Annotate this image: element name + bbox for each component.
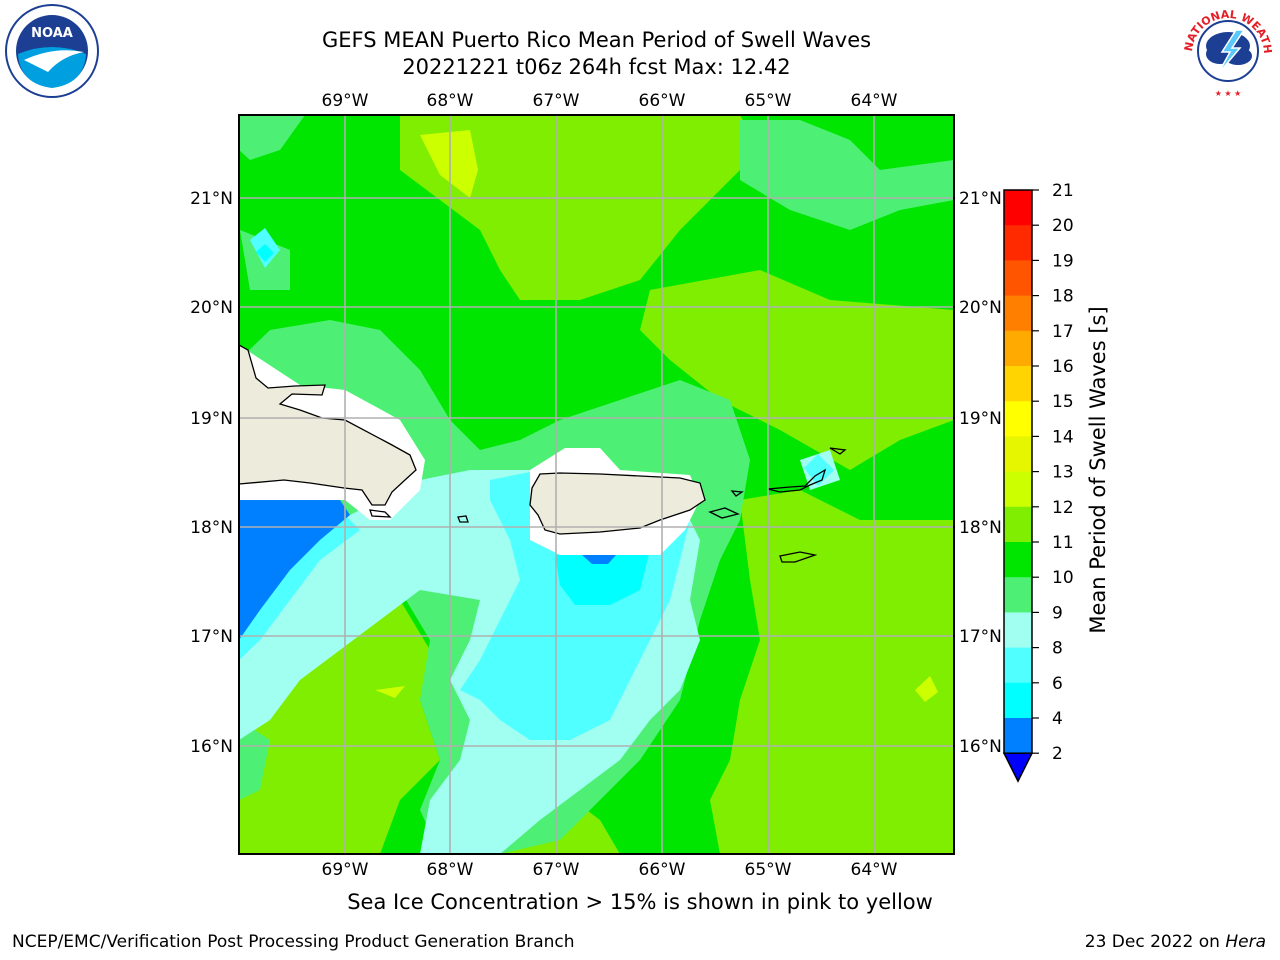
- lon-label: 67°W: [533, 860, 580, 880]
- colorbar-tick-label: 10: [1052, 568, 1074, 588]
- lat-label: 20°N: [959, 298, 1002, 318]
- colorbar-segment: [1004, 506, 1032, 543]
- colorbar-segment: [1004, 577, 1032, 613]
- colorbar-tick-label: 14: [1052, 427, 1074, 447]
- colorbar-tick-label: 6: [1052, 674, 1063, 694]
- field-12-13-regions: [375, 130, 938, 702]
- small-islands: [369, 447, 847, 563]
- lat-label: 17°N: [959, 627, 1002, 647]
- colorbar-segment: [1004, 682, 1032, 719]
- lon-labels-bottom: 69°W 68°W 67°W 66°W 65°W 64°W: [322, 860, 898, 880]
- colorbar-tick-label: 21: [1052, 181, 1074, 201]
- lon-label: 68°W: [427, 91, 474, 111]
- colorbar-tick-label: 11: [1052, 533, 1074, 553]
- lat-label: 19°N: [190, 409, 233, 429]
- map-frame: [238, 114, 955, 855]
- lat-labels-right: 21°N 20°N 19°N 18°N 17°N 16°N: [959, 189, 1002, 757]
- colorbar-segment: [1004, 366, 1032, 402]
- lat-label: 17°N: [190, 627, 233, 647]
- graticule: [239, 115, 954, 854]
- footer-credit: NCEP/EMC/Verification Post Processing Pr…: [12, 932, 575, 952]
- colorbar-segment: [1004, 190, 1032, 226]
- lon-label: 65°W: [745, 91, 792, 111]
- lon-labels-top: 69°W 68°W 67°W 66°W 65°W 64°W: [322, 91, 898, 111]
- lat-label: 16°N: [190, 737, 233, 757]
- noaa-logo-text: NOAA: [31, 26, 73, 41]
- colorbar-segment: [1004, 542, 1032, 578]
- colorbar-segment: [1004, 718, 1032, 754]
- colorbar-segment: [1004, 295, 1032, 332]
- colorbar-segment: [1004, 401, 1032, 437]
- colorbar-segment: [1004, 647, 1032, 684]
- lon-label: 67°W: [533, 91, 580, 111]
- lat-label: 19°N: [959, 409, 1002, 429]
- lon-label: 64°W: [851, 91, 898, 111]
- colorbar-segment: [1004, 225, 1032, 261]
- colorbar-tick-label: 9: [1052, 603, 1063, 623]
- colorbar-tick-label: 13: [1052, 463, 1074, 483]
- lat-label: 21°N: [190, 189, 233, 209]
- lon-label: 64°W: [851, 860, 898, 880]
- lon-label: 65°W: [745, 860, 792, 880]
- lon-label: 66°W: [639, 91, 686, 111]
- colorbar-tick-label: 15: [1052, 392, 1074, 412]
- nws-logo: NATIONAL WEATHER SERVICE ★ ★ ★: [1178, 2, 1275, 98]
- lat-label: 21°N: [959, 189, 1002, 209]
- colorbar-segment: [1004, 330, 1032, 367]
- nws-logo-stars: ★ ★ ★: [1215, 89, 1242, 98]
- colorbar-tick-label: 12: [1052, 498, 1074, 518]
- colorbar-segment: [1004, 436, 1032, 473]
- lat-label: 18°N: [190, 518, 233, 538]
- hispaniola-land: [239, 344, 417, 506]
- colorbar-tick-label: 8: [1052, 639, 1063, 659]
- footer-date-text: 23 Dec 2022 on: [1084, 932, 1226, 952]
- footer-host: Hera: [1225, 932, 1266, 952]
- noaa-logo: NOAA: [5, 4, 99, 98]
- colorbar-tick-label: 4: [1052, 709, 1063, 729]
- chart-subtitle-forecast: 20221221 t06z 264h fcst Max: 12.42: [402, 55, 791, 79]
- colorbar-segment: [1004, 471, 1032, 508]
- lon-label: 69°W: [322, 91, 369, 111]
- colorbar-segment: [1004, 260, 1032, 297]
- lon-label: 68°W: [427, 860, 474, 880]
- colorbar-tick-label: 2: [1052, 744, 1063, 764]
- chart-title: GEFS MEAN Puerto Rico Mean Period of Swe…: [321, 28, 872, 52]
- colorbar-tick-label: 16: [1052, 357, 1074, 377]
- lat-labels-left: 21°N 20°N 19°N 18°N 17°N 16°N: [190, 189, 233, 757]
- lat-label: 20°N: [190, 298, 233, 318]
- colorbar: 21 20 19 18 17 16 15 14 13 12 11 10 9 8 6 4 2: [1002, 181, 1074, 783]
- lat-label: 18°N: [959, 518, 1002, 538]
- colorbar-segment: [1004, 612, 1032, 649]
- lon-label: 69°W: [322, 860, 369, 880]
- swell-period-field: [239, 115, 954, 854]
- colorbar-tick-label: 17: [1052, 322, 1074, 342]
- colorbar-label: Mean Period of Swell Waves [s]: [1086, 306, 1110, 633]
- footer-date: 23 Dec 2022 on Hera: [1085, 932, 1266, 952]
- sea-ice-note: Sea Ice Concentration > 15% is shown in …: [347, 890, 933, 914]
- colorbar-tick-label: 18: [1052, 287, 1074, 307]
- lon-label: 66°W: [639, 860, 686, 880]
- lat-label: 16°N: [959, 737, 1002, 757]
- field-2-4-regions: [239, 500, 616, 640]
- colorbar-tick-label: 20: [1052, 216, 1074, 236]
- colorbar-extend-arrow: [1002, 752, 1034, 783]
- colorbar-tick-label: 19: [1052, 251, 1074, 271]
